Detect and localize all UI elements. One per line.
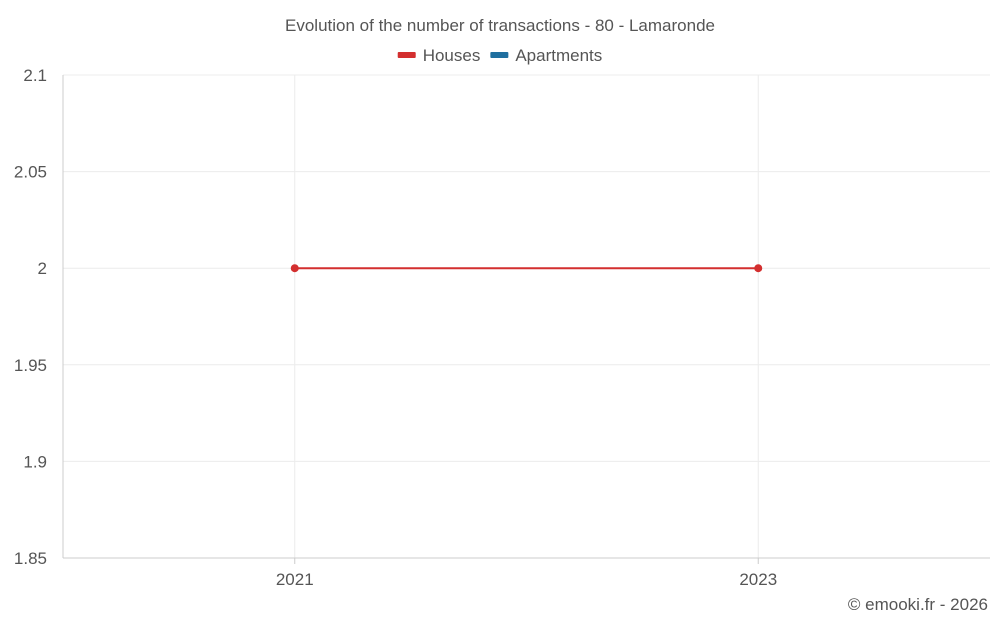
legend-swatch-apartments bbox=[490, 52, 509, 58]
y-tick-label: 1.95 bbox=[14, 356, 47, 375]
y-tick-label: 2.1 bbox=[23, 66, 47, 85]
legend-label-apartments: Apartments bbox=[515, 46, 602, 65]
axes: 1.85 1.9 1.95 2 2.05 2.1 2021 2023 bbox=[14, 66, 990, 589]
y-tick-label: 2.05 bbox=[14, 163, 47, 182]
y-tick-label: 2 bbox=[38, 259, 47, 278]
grid bbox=[63, 74, 990, 558]
y-tick-label: 1.9 bbox=[23, 452, 47, 471]
legend-label-houses: Houses bbox=[423, 46, 481, 65]
credit: © emooki.fr - 2026 bbox=[848, 595, 988, 614]
chart-title: Evolution of the number of transactions … bbox=[285, 16, 715, 35]
legend-swatch-houses bbox=[397, 52, 416, 58]
y-tick-label: 1.85 bbox=[14, 549, 47, 568]
series-layer bbox=[290, 264, 763, 273]
x-tick-label: 2023 bbox=[739, 570, 777, 589]
data-point-houses bbox=[290, 264, 299, 273]
x-tick-label: 2021 bbox=[276, 570, 314, 589]
data-point-houses bbox=[754, 264, 763, 273]
legend: Houses Apartments bbox=[397, 46, 602, 65]
